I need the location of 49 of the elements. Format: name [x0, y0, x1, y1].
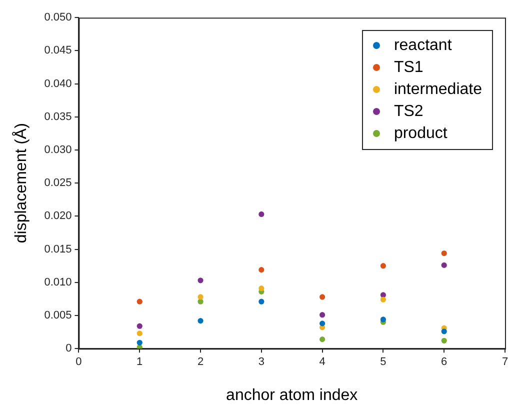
x-tick-label: 6: [441, 356, 448, 368]
point: [136, 340, 142, 346]
x-tick-label: 3: [258, 356, 264, 368]
point: [258, 211, 264, 218]
point: [380, 263, 386, 269]
point: [136, 298, 142, 304]
point: [198, 278, 204, 284]
x-axis-title: anchor atom index: [226, 386, 358, 404]
point: [441, 328, 447, 334]
x-tick-label: 4: [319, 356, 326, 368]
legend-label: product: [394, 124, 448, 144]
y-tick-label: 0.020: [44, 210, 72, 222]
x-tick-label: 2: [197, 356, 204, 368]
point: [136, 330, 142, 336]
x-tick-label: 0: [76, 356, 82, 368]
y-tick-label: 0.005: [44, 310, 72, 322]
legend-label: reactant: [394, 36, 452, 56]
point: [258, 267, 264, 273]
y-tick-label: 0.025: [44, 177, 72, 190]
y-tick-label: 0.030: [44, 144, 72, 156]
point: [441, 338, 447, 344]
legend-label: intermediate: [394, 80, 482, 100]
point: [441, 250, 447, 256]
point: [380, 316, 386, 322]
x-tick-label: 7: [502, 356, 508, 368]
point: [320, 294, 326, 300]
x-tick-label: 5: [380, 356, 386, 368]
x-tick-label: 1: [136, 356, 143, 368]
y-tick-label: 0.045: [44, 44, 72, 57]
y-tick-label: 0: [66, 342, 72, 355]
y-tick-label: 0.010: [44, 276, 72, 288]
legend-label: TS2: [394, 102, 424, 122]
point: [258, 298, 264, 304]
point: [320, 312, 326, 318]
y-tick-label: 0.015: [44, 243, 72, 256]
point: [136, 323, 142, 329]
point: [320, 336, 326, 342]
point: [380, 296, 386, 302]
y-axis-title: displacement (Å): [12, 123, 30, 244]
legend-label: TS1: [394, 58, 424, 78]
point: [441, 262, 447, 268]
point: [320, 320, 326, 326]
y-tick-label: 0.035: [44, 110, 72, 123]
y-tick-label: 0.040: [44, 78, 72, 90]
y-tick-label: 0.050: [44, 12, 72, 24]
point: [380, 292, 386, 298]
point: [198, 318, 204, 324]
point: [258, 286, 264, 292]
point: [198, 294, 204, 300]
